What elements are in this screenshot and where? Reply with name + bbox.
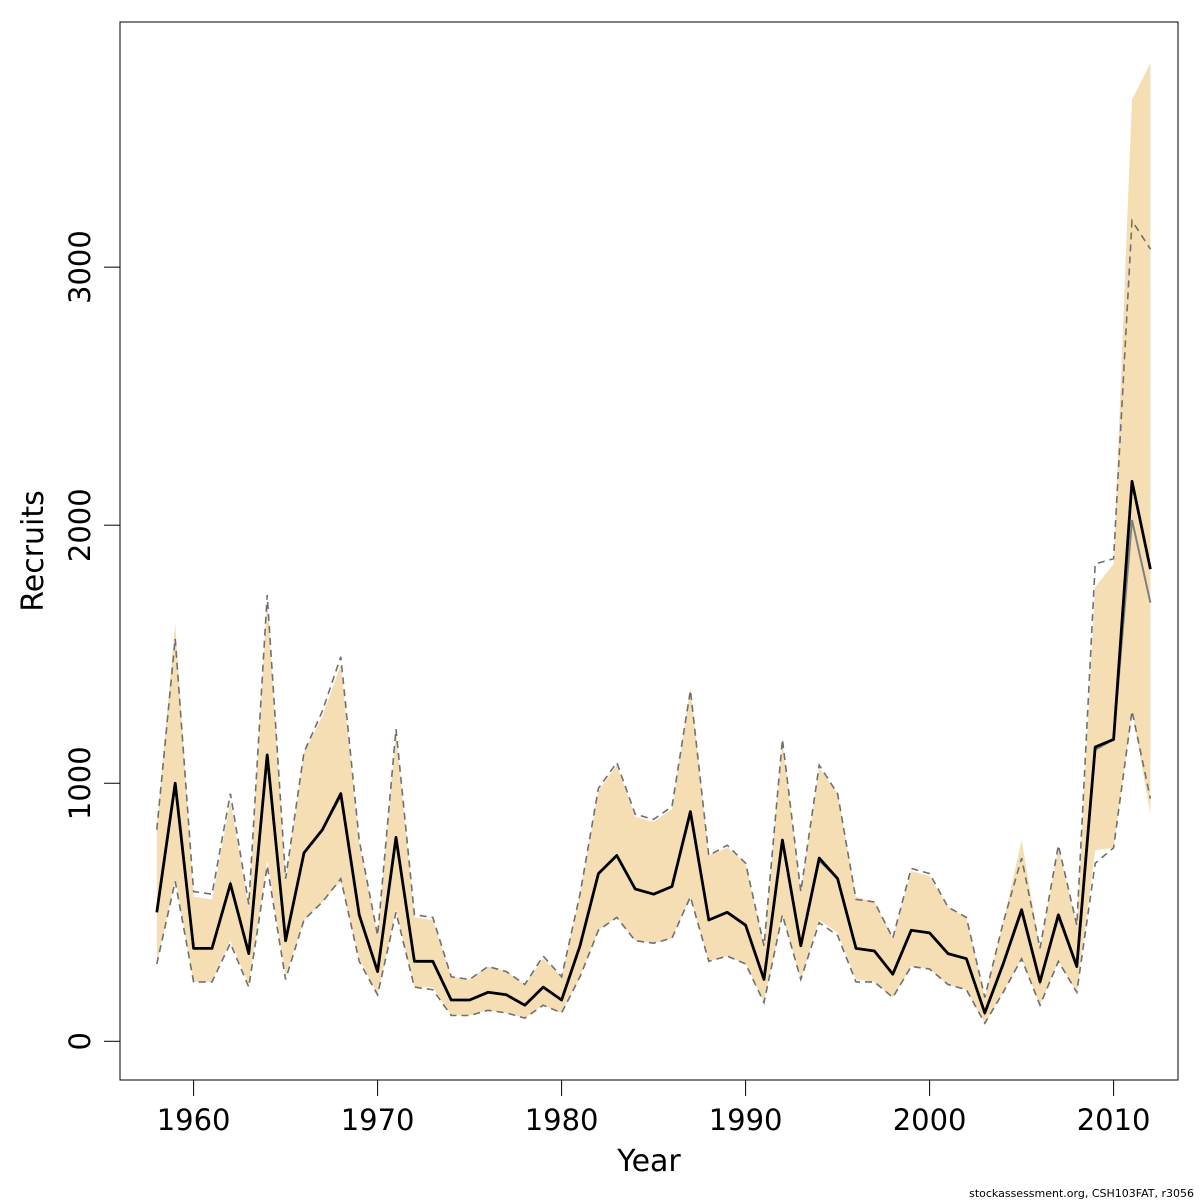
band-area (156, 63, 1151, 1024)
y-tick-label: 3000 (63, 230, 97, 304)
y-axis-ticks: 0 1000 2000 3000 (63, 230, 120, 1051)
plot-frame (119, 21, 1179, 1081)
estimate-line (155, 479, 1152, 1015)
confidence-band (156, 63, 1151, 1024)
x-tick-label: 1960 (157, 1103, 231, 1137)
y-tick-label: 0 (63, 1032, 97, 1050)
y-tick-label: 2000 (63, 488, 97, 562)
x-tick-label: 2010 (1077, 1103, 1151, 1137)
x-axis-title: Year (616, 1144, 681, 1179)
x-tick-label: 2000 (893, 1103, 967, 1137)
y-tick-label: 1000 (63, 746, 97, 820)
axes (119, 21, 1179, 1081)
x-axis-ticks: 1960 1970 1980 1990 2000 2010 (157, 1080, 1151, 1137)
x-tick-label: 1970 (341, 1103, 415, 1137)
x-tick-label: 1980 (525, 1103, 599, 1137)
footer-credit: stockassessment.org, CSH103FAT, r3056 (969, 1187, 1194, 1200)
x-tick-label: 1990 (709, 1103, 783, 1137)
series-lines (155, 218, 1152, 1025)
interval-upper-line (156, 218, 1152, 998)
interval-lower-line (156, 710, 1152, 1025)
y-axis-title: Recruits (16, 490, 51, 612)
